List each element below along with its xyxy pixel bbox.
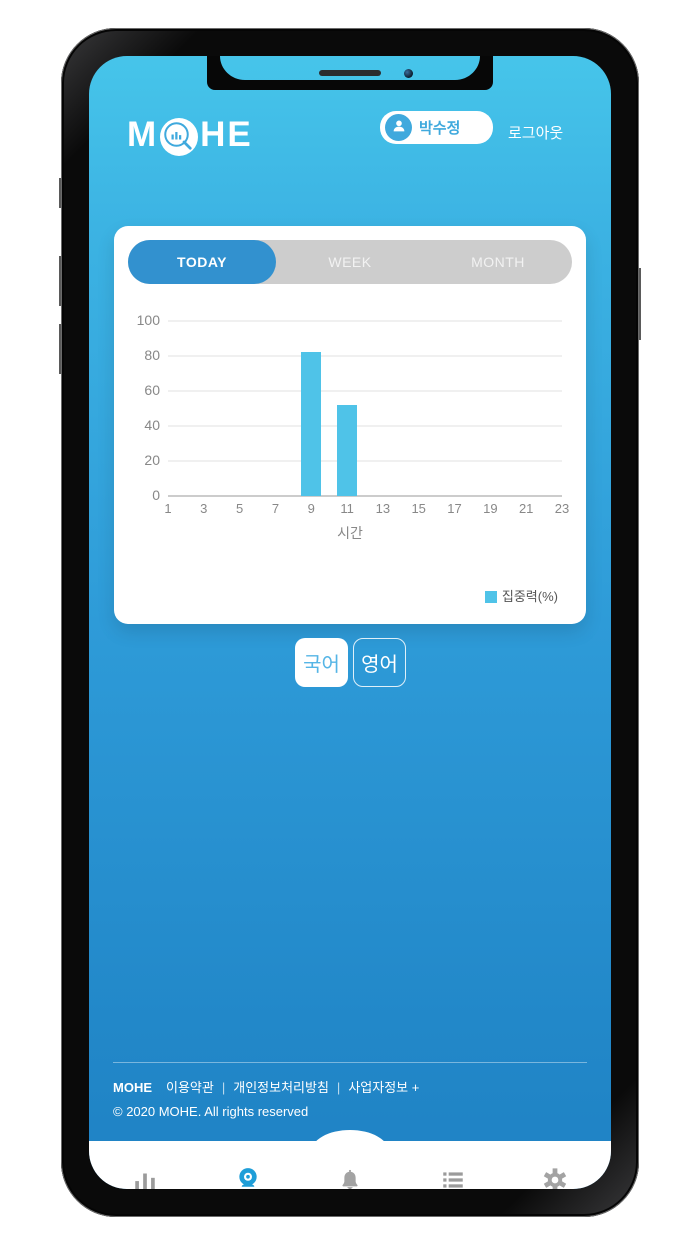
svg-text:13: 13 <box>376 501 390 516</box>
svg-text:100: 100 <box>137 312 161 328</box>
svg-text:3: 3 <box>200 501 207 516</box>
svg-text:40: 40 <box>144 417 160 433</box>
svg-text:11: 11 <box>340 501 354 516</box>
svg-text:5: 5 <box>236 501 243 516</box>
svg-text:21: 21 <box>519 501 533 516</box>
svg-text:15: 15 <box>411 501 425 516</box>
svg-text:1: 1 <box>164 501 171 516</box>
svg-text:23: 23 <box>555 501 569 516</box>
svg-text:7: 7 <box>272 501 279 516</box>
svg-text:20: 20 <box>144 452 160 468</box>
svg-text:9: 9 <box>308 501 315 516</box>
svg-text:60: 60 <box>144 382 160 398</box>
svg-text:17: 17 <box>447 501 461 516</box>
svg-text:0: 0 <box>152 487 160 503</box>
svg-text:80: 80 <box>144 347 160 363</box>
svg-text:19: 19 <box>483 501 497 516</box>
